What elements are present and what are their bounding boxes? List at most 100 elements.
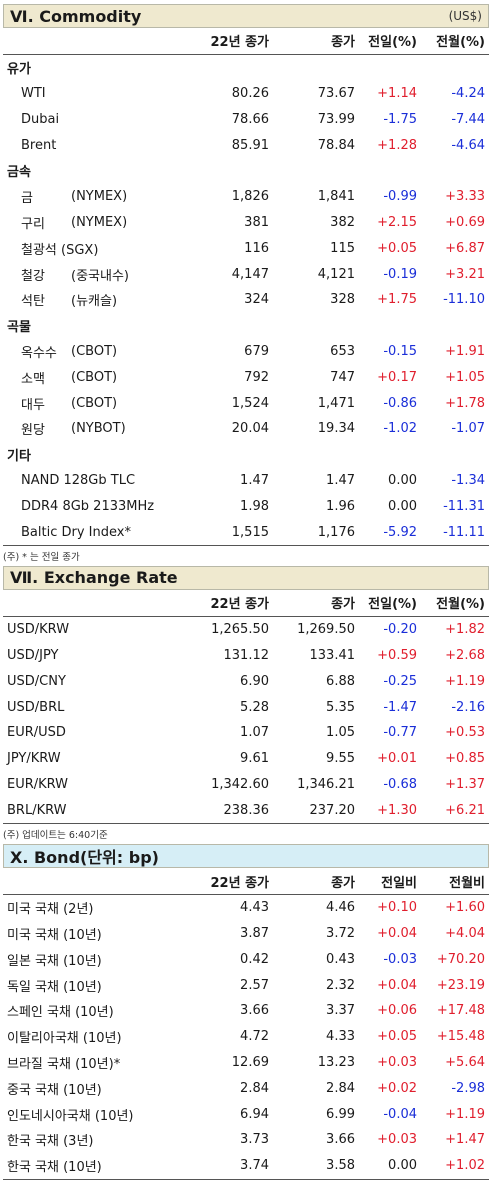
table-row: 구리 (NYMEX) 381 382 +2.15 +0.69 xyxy=(3,210,489,236)
close-value: 328 xyxy=(330,292,355,308)
commodity-title: Ⅵ. Commodity xyxy=(10,6,142,26)
table-row: EUR/KRW 1,342.60 1,346.21 -0.68 +1.37 xyxy=(3,772,489,798)
table-row: 철광석 (SGX) 116 115 +0.05 +6.87 xyxy=(3,235,489,261)
day-change-value: +1.14 xyxy=(377,85,417,101)
row-name: BRL/KRW xyxy=(7,802,67,818)
row-name: Dubai xyxy=(21,111,60,127)
row-name: 옥수수 xyxy=(21,345,57,361)
close-value: 4,121 xyxy=(317,266,355,282)
prev-year-close-value: 4.43 xyxy=(240,900,269,916)
day-change-value: -0.03 xyxy=(383,951,417,967)
prev-year-close-value: 381 xyxy=(244,214,269,230)
month-change-value: +4.04 xyxy=(445,926,485,942)
day-change-value: +1.30 xyxy=(377,802,417,818)
close-value: 747 xyxy=(330,369,355,385)
month-change-value: +3.33 xyxy=(445,189,485,205)
table-row: Dubai 78.66 73.99 -1.75 -7.44 xyxy=(3,106,489,132)
month-change-value: +6.87 xyxy=(445,240,485,256)
prev-year-close-value: 324 xyxy=(244,292,269,308)
table-row: NAND 128Gb TLC 1.47 1.47 0.00 -1.34 xyxy=(3,468,489,494)
col-prev-year-close: 22년 종가 xyxy=(210,35,270,51)
close-value: 4.33 xyxy=(326,1029,355,1045)
row-label-cell: 석탄 (뉴캐슬) xyxy=(3,290,189,309)
day-change-value: +0.04 xyxy=(377,926,417,942)
day-change-value: +2.15 xyxy=(377,214,417,230)
table-row: USD/JPY 131.12 133.41 +0.59 +2.68 xyxy=(3,643,489,669)
col-day-change: 전일(%) xyxy=(368,597,417,613)
prev-year-close-value: 3.87 xyxy=(240,926,269,942)
month-change-value: -4.64 xyxy=(451,137,485,153)
day-change-value: -0.20 xyxy=(383,622,417,638)
bond-title: Ⅹ. Bond(단위: bp) xyxy=(10,848,159,868)
bond-column-header: 22년 종가 종가 전일비 전월비 xyxy=(3,868,489,895)
row-name: 석탄 xyxy=(21,294,45,310)
prev-year-close-value: 131.12 xyxy=(223,647,270,663)
table-row: 대두 (CBOT) 1,524 1,471 -0.86 +1.78 xyxy=(3,390,489,416)
exchange-section-header: Ⅶ. Exchange Rate xyxy=(3,565,489,590)
row-exchange: (NYMEX) xyxy=(71,214,128,230)
prev-year-close-value: 116 xyxy=(244,240,269,256)
row-name: 한국 국채 (3년) xyxy=(7,1134,94,1150)
prev-year-close-value: 5.28 xyxy=(240,699,269,715)
close-value: 1.96 xyxy=(326,498,355,514)
close-value: 237.20 xyxy=(309,802,356,818)
row-name: 철강 xyxy=(21,268,45,284)
prev-year-close-value: 1,265.50 xyxy=(211,622,269,638)
bond-bottom-rule xyxy=(3,1178,489,1180)
day-change-value: -1.02 xyxy=(383,421,417,437)
commodity-unit: (US$) xyxy=(448,9,482,23)
table-row: EUR/USD 1.07 1.05 -0.77 +0.53 xyxy=(3,720,489,746)
day-change-value: +0.02 xyxy=(377,1080,417,1096)
row-exchange: (NYMEX) xyxy=(71,189,128,205)
day-change-value: -0.68 xyxy=(383,776,417,792)
col-close: 종가 xyxy=(331,597,355,613)
row-name: 브라질 국채 (10년)* xyxy=(7,1057,121,1073)
close-value: 1.05 xyxy=(326,725,355,741)
month-change-value: +1.60 xyxy=(445,900,485,916)
day-change-value: -0.15 xyxy=(383,343,417,359)
close-value: 1,471 xyxy=(317,395,355,411)
row-name: USD/CNY xyxy=(7,673,66,689)
row-label-cell: 한국 국채 (3년) xyxy=(3,1130,189,1149)
day-change-value: -1.75 xyxy=(383,111,417,127)
prev-year-close-value: 0.42 xyxy=(240,951,269,967)
row-label-cell: Baltic Dry Index* xyxy=(3,525,189,540)
table-row: 인도네시아국채 (10년) 6.94 6.99 -0.04 +1.19 xyxy=(3,1101,489,1127)
prev-year-close-value: 1,515 xyxy=(231,524,269,540)
table-row: 중국 국채 (10년) 2.84 2.84 +0.02 -2.98 xyxy=(3,1075,489,1101)
col-day-change: 전일비 xyxy=(381,875,417,891)
close-value: 2.84 xyxy=(326,1080,355,1096)
row-exchange: (CBOT) xyxy=(71,369,118,385)
prev-year-close-value: 3.66 xyxy=(240,1003,269,1019)
month-change-value: +3.21 xyxy=(445,266,485,282)
close-value: 3.72 xyxy=(326,926,355,942)
row-label-cell: BRL/KRW xyxy=(3,803,189,818)
day-change-value: +0.03 xyxy=(377,1055,417,1071)
row-name: 대두 xyxy=(21,397,45,413)
row-name: JPY/KRW xyxy=(7,751,61,767)
close-value: 1.47 xyxy=(326,472,355,488)
month-change-value: -2.98 xyxy=(451,1080,485,1096)
day-change-value: +0.06 xyxy=(377,1003,417,1019)
row-label-cell: 이탈리아국채 (10년) xyxy=(3,1027,189,1046)
prev-year-close-value: 2.57 xyxy=(240,977,269,993)
close-value: 73.67 xyxy=(317,85,355,101)
row-name: WTI xyxy=(21,85,46,101)
prev-year-close-value: 792 xyxy=(244,369,269,385)
commodity-section-header: Ⅵ. Commodity (US$) xyxy=(3,4,489,28)
table-row: USD/CNY 6.90 6.88 -0.25 +1.19 xyxy=(3,668,489,694)
day-change-value: 0.00 xyxy=(388,472,417,488)
row-label-cell: 철강 (중국내수) xyxy=(3,265,189,284)
month-change-value: -4.24 xyxy=(451,85,485,101)
row-label-cell: USD/CNY xyxy=(3,674,189,689)
row-name: 한국 국채 (10년) xyxy=(7,1160,102,1176)
row-name: 독일 국채 (10년) xyxy=(7,979,102,995)
table-row: 스페인 국채 (10년) 3.66 3.37 +0.06 +17.48 xyxy=(3,998,489,1024)
day-change-value: +0.05 xyxy=(377,240,417,256)
row-exchange: (뉴캐슬) xyxy=(71,294,118,310)
month-change-value: -11.31 xyxy=(443,498,485,514)
prev-year-close-value: 6.90 xyxy=(240,673,269,689)
table-row: 원당 (NYBOT) 20.04 19.34 -1.02 -1.07 xyxy=(3,416,489,442)
day-change-value: -0.99 xyxy=(383,189,417,205)
close-value: 6.99 xyxy=(326,1106,355,1122)
